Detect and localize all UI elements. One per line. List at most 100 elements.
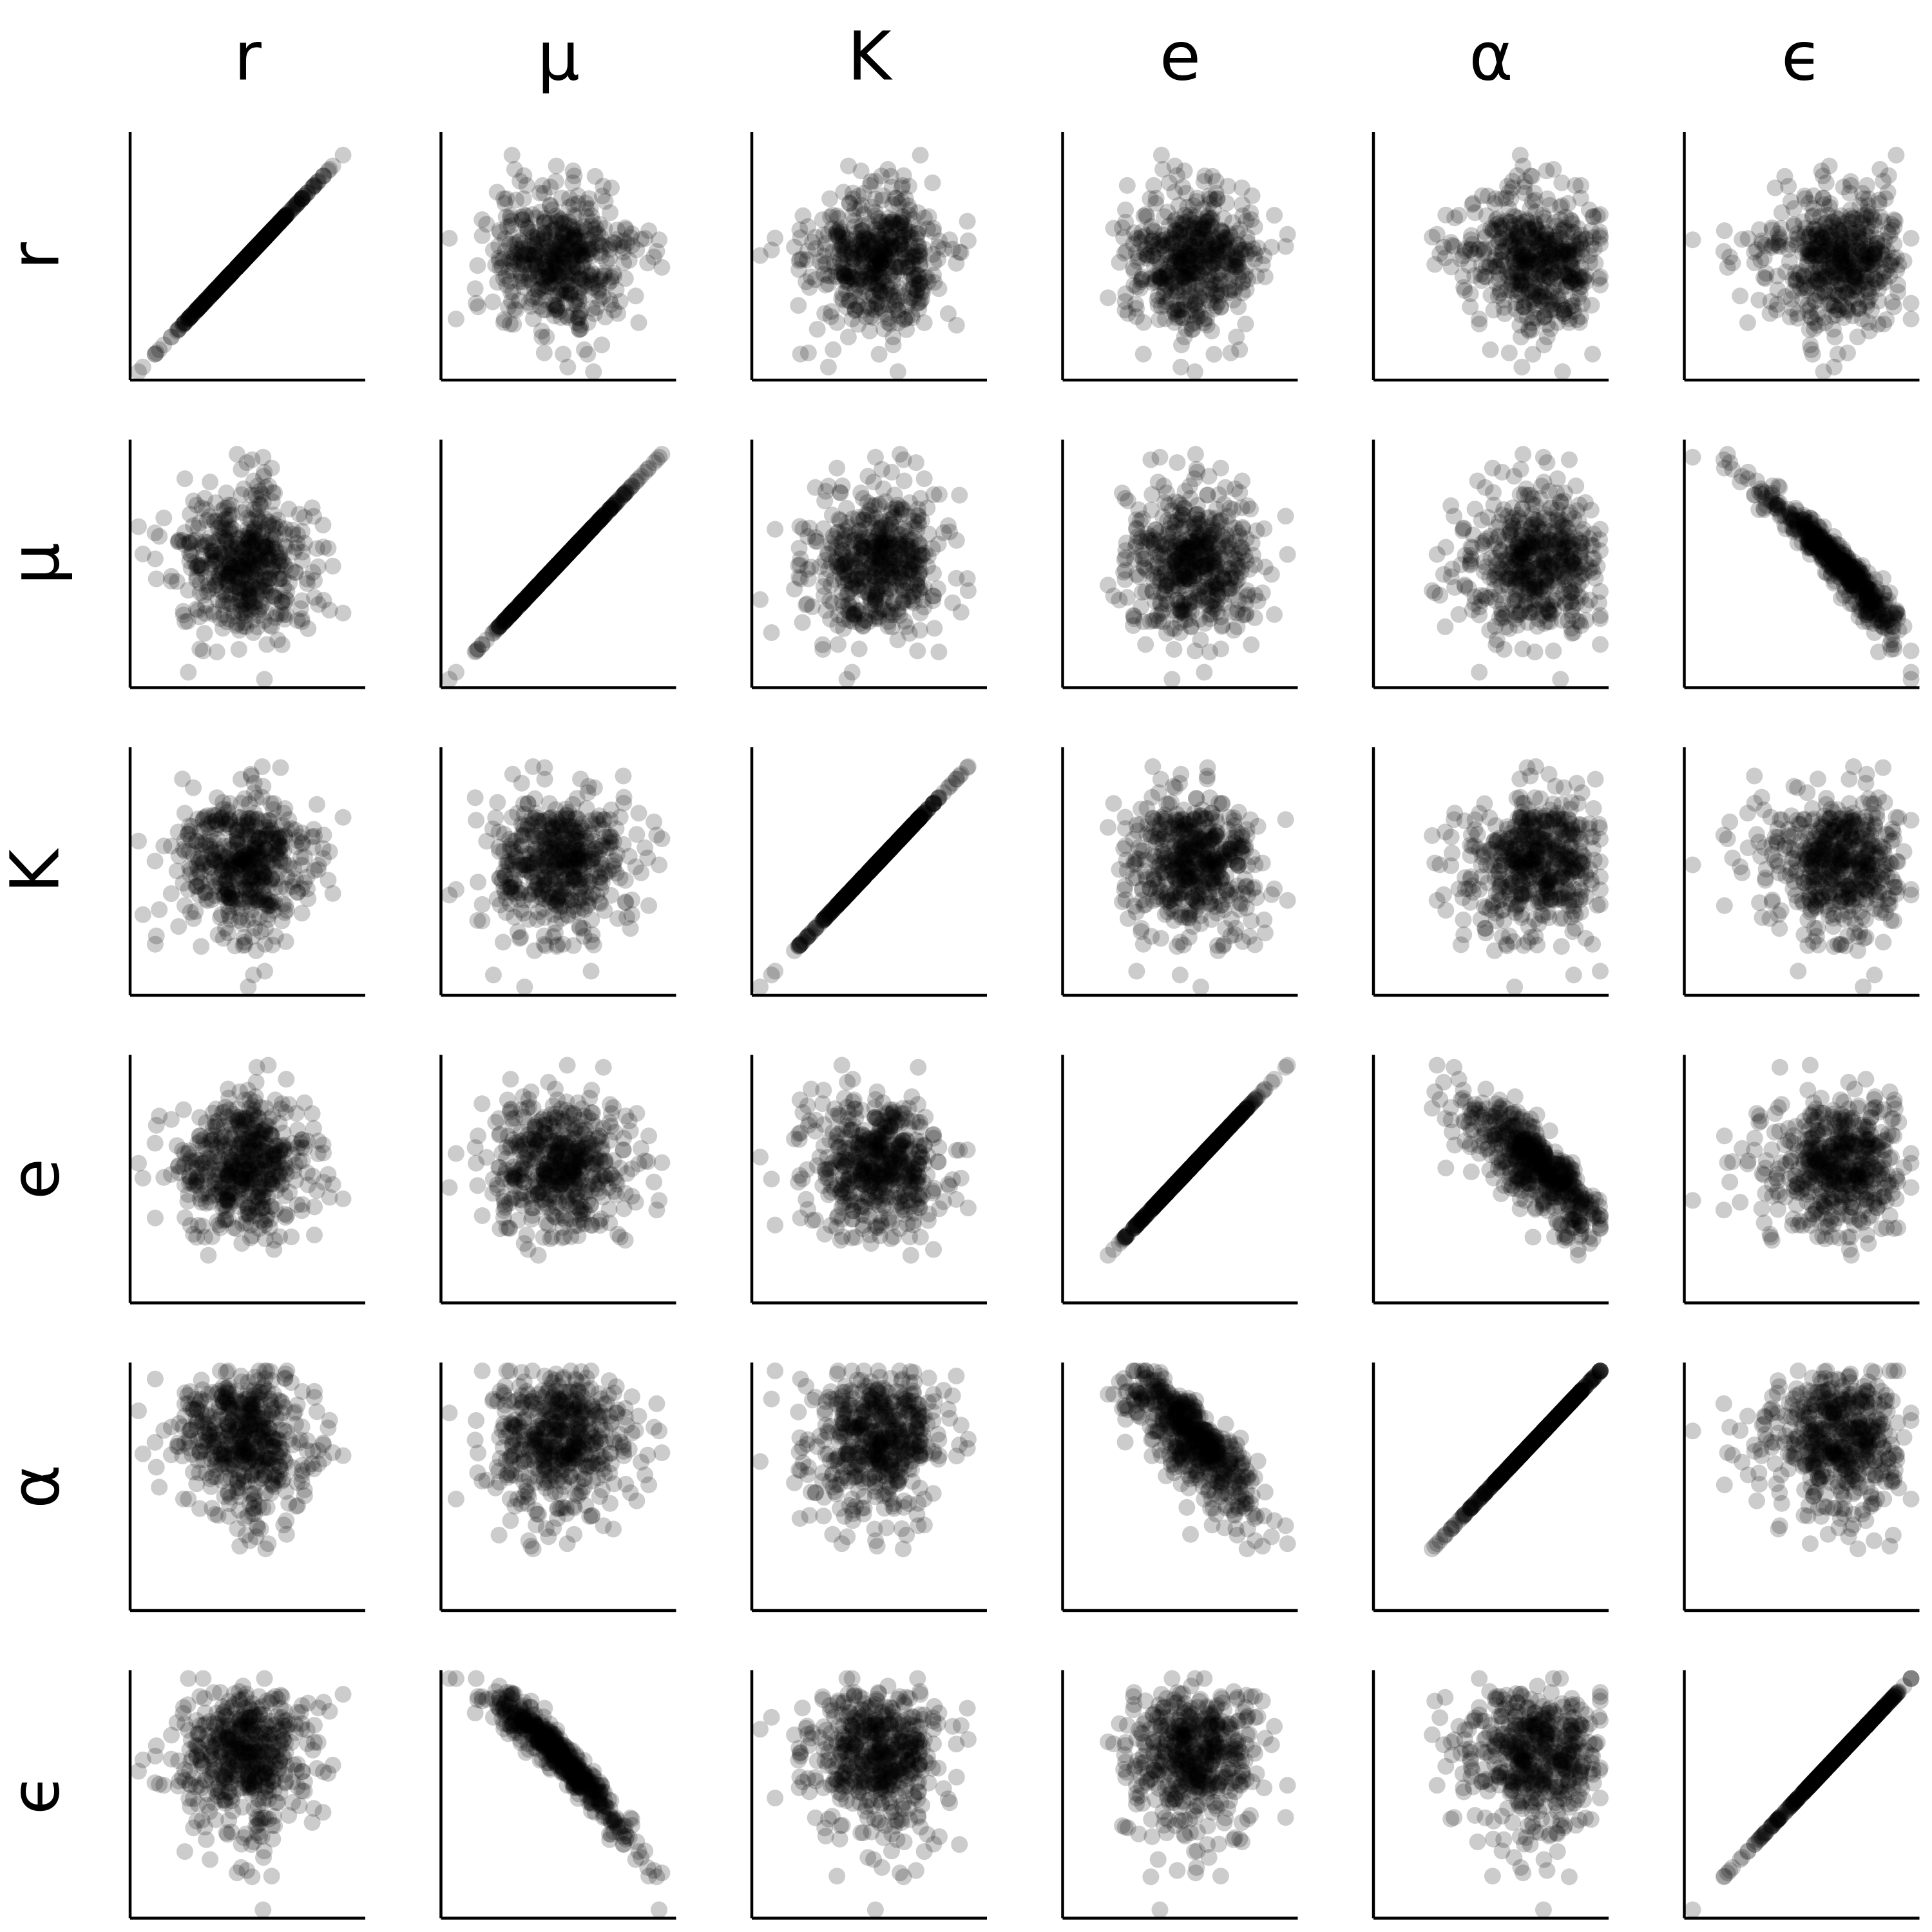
data-point [249,238,266,255]
data-point [1222,344,1239,361]
data-point [535,344,553,361]
data-point [224,264,241,282]
data-point [653,259,671,276]
data-point [1266,207,1283,224]
data-point [189,300,207,317]
data-point [221,267,238,284]
data-point [1839,344,1856,361]
data-point [207,281,224,298]
data-point [271,213,289,231]
data-point [146,550,164,568]
data-point [265,220,282,238]
data-point [260,225,277,242]
data-point [253,232,271,249]
data-point [562,306,579,323]
data-point [177,613,194,631]
data-point [299,184,316,202]
data-point [201,288,218,305]
data-point [176,314,193,332]
data-point [617,270,634,287]
data-point [1835,178,1852,196]
data-point [1214,224,1231,241]
data-point [872,254,889,271]
data-point [885,336,902,354]
data-point [245,242,262,259]
data-point [191,299,208,316]
data-point [886,486,903,504]
data-point [273,211,291,229]
data-point [861,274,878,292]
data-point [220,267,238,285]
data-point [1524,193,1541,210]
data-point [1209,586,1226,603]
data-point [1846,278,1863,296]
data-point [822,308,839,325]
data-point [320,162,337,180]
data-point [496,195,513,212]
data-point [263,222,280,239]
data-point [276,208,293,225]
data-point [271,214,288,231]
data-point [1870,280,1887,298]
data-point [196,293,213,311]
data-point [235,251,253,269]
data-point [280,204,298,222]
data-point [199,583,216,600]
data-point [245,241,263,258]
data-point [204,284,222,301]
data-point [1804,345,1821,363]
data-point [1875,315,1893,332]
data-point [236,607,254,624]
data-point [528,578,546,595]
data-point [1732,287,1749,305]
data-point [1812,276,1829,293]
data-point [1134,345,1152,363]
data-point [234,253,251,270]
data-point [194,295,211,312]
data-point [252,234,269,251]
data-point [271,215,288,231]
data-point [236,251,253,268]
data-point [555,345,572,363]
data-point [193,297,210,314]
data-point [911,256,928,274]
data-point [220,267,237,285]
data-point [188,301,206,319]
data-point [794,614,811,631]
data-point [255,231,272,248]
data-point [222,265,239,283]
data-point [278,207,295,224]
data-point [1225,256,1243,274]
data-point [1237,315,1254,332]
data-point [251,235,268,253]
data-point [146,524,164,542]
data-point [189,557,206,575]
data-point [224,263,242,280]
data-point [220,268,237,285]
data-point [197,292,215,309]
data-point [176,470,193,488]
data-point [254,232,271,249]
data-point [959,570,976,587]
data-point [1724,254,1741,272]
data-point [1781,309,1799,326]
data-point [196,292,214,310]
data-point [134,358,151,376]
data-point [1509,286,1526,303]
data-point [241,245,258,263]
data-point [1526,280,1544,298]
data-point [910,508,927,525]
data-point [1487,274,1505,292]
data-point [1424,229,1441,245]
data-point [220,267,238,284]
data-point [542,178,559,196]
data-point [180,664,197,681]
data-point [216,273,233,290]
data-point [289,195,306,212]
data-point [277,207,294,224]
data-point [206,283,223,300]
data-point [1890,256,1908,274]
data-point [191,298,209,315]
data-point [216,271,234,289]
